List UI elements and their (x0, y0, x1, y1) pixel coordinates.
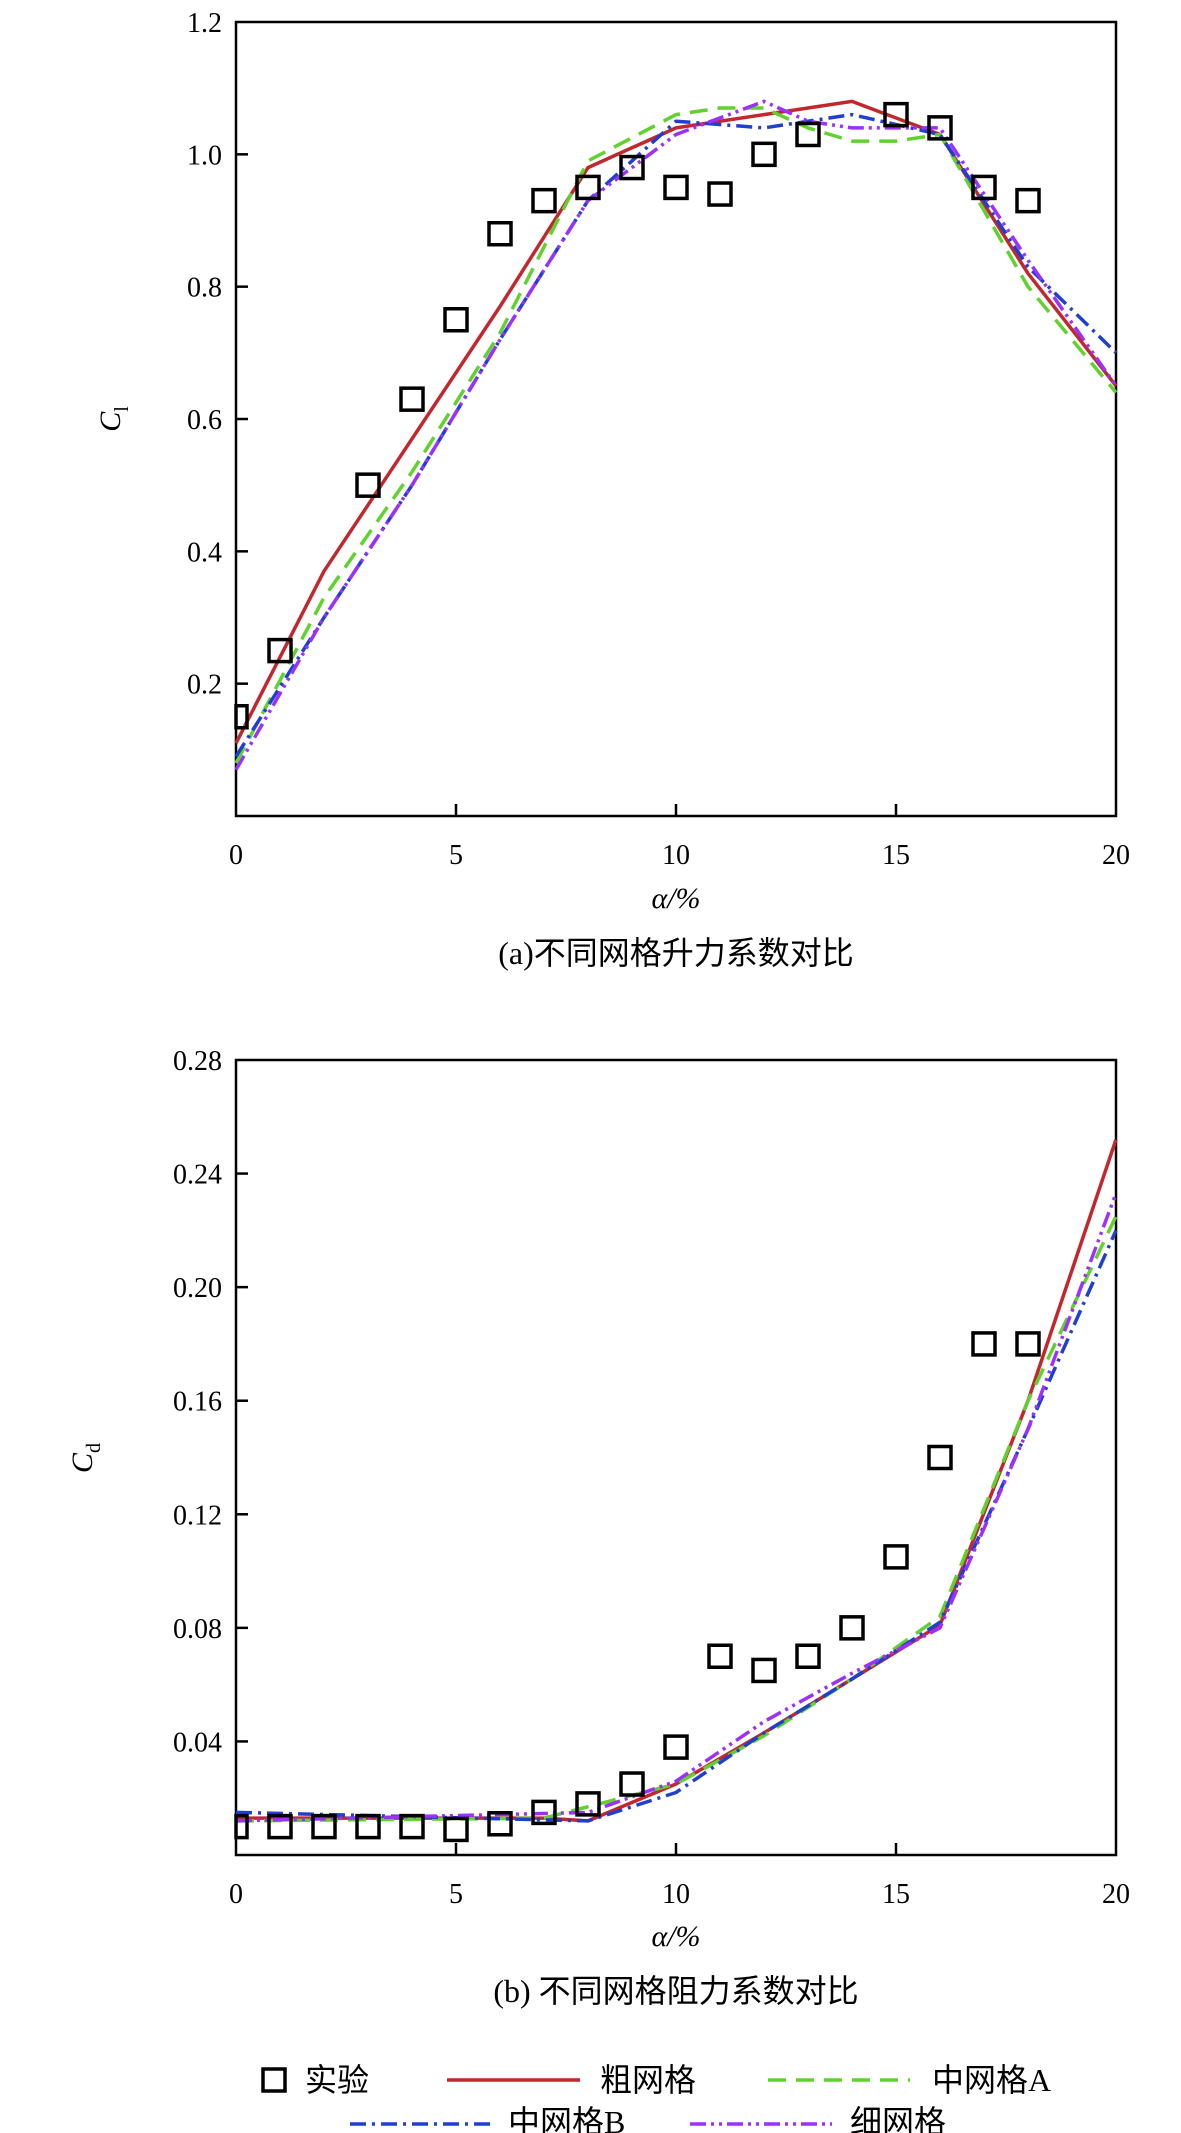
legend: 实验 粗网格 中网格A 中网格B 细网格 (261, 2062, 1051, 2133)
lift-x-tick-label: 15 (882, 840, 910, 871)
drag-experiment-point (883, 1544, 909, 1570)
drag-y-tick-label: 0.08 (173, 1614, 222, 1645)
legend-label: 细网格 (850, 2104, 946, 2133)
drag-experiment-point (487, 1811, 513, 1837)
drag-experiment-point (839, 1615, 865, 1641)
lift-plot-frame (234, 20, 1118, 818)
drag-experiment-point (1015, 1331, 1041, 1357)
drag-series-line-medium-a (235, 1215, 1118, 1823)
lift-experiment-point (399, 386, 425, 412)
drag-experiment-markers (234, 1331, 1041, 1843)
drag-y-tick-label: 0.04 (173, 1727, 222, 1758)
drag-series-line-coarse (236, 1138, 1118, 1823)
drag-y-tick-label: 0.12 (173, 1500, 222, 1531)
legend-label: 中网格A (932, 2062, 1051, 2098)
lift-experiment-point (883, 101, 909, 128)
lift-series (234, 99, 1118, 771)
lift-experiment-point (575, 174, 601, 201)
lift-experiment-point (1015, 187, 1041, 214)
legend-item-coarse: 粗网格 (447, 2062, 696, 2098)
legend-label: 粗网格 (600, 2062, 696, 2098)
drag-experiment-point (619, 1771, 645, 1797)
legend-item-medium-a: 中网格A (768, 2062, 1051, 2098)
drag-x-ticks: 0 5 10 15 20 (229, 1843, 1130, 1910)
lift-experiment-point (663, 174, 689, 201)
drag-experiment-point (531, 1799, 557, 1826)
drag-experiment-point (443, 1816, 469, 1843)
lift-experiment-point (795, 121, 821, 148)
legend-item-medium-b: 中网格B (350, 2104, 625, 2133)
drag-x-tick-label: 10 (662, 1879, 690, 1910)
drag-x-tick-label: 15 (882, 1879, 910, 1910)
lift-experiment-point (971, 174, 997, 201)
lift-y-tick-label: 0.4 (187, 537, 222, 568)
drag-experiment-point (927, 1444, 953, 1471)
lift-experiment-markers (234, 101, 1041, 730)
lift-chart: 0.2 0.4 0.6 0.8 1.0 1.2 0 5 10 15 20 Cl α/% (a)不同… (94, 8, 1130, 971)
drag-experiment-point (663, 1734, 689, 1760)
drag-y-ticks: 0.04 0.08 0.12 0.16 0.20 0.24 0.28 (173, 1046, 248, 1758)
legend-item-experiment: 实验 (261, 2062, 369, 2098)
lift-caption: (a)不同网格升力系数对比 (498, 935, 854, 971)
lift-experiment-point (619, 154, 645, 181)
drag-x-tick-label: 0 (229, 1879, 243, 1910)
legend-item-fine: 细网格 (690, 2104, 946, 2133)
lift-y-ticks: 0.2 0.4 0.6 0.8 1.0 1.2 (187, 8, 248, 701)
lift-experiment-point (751, 141, 777, 168)
lift-y-tick-label: 0.2 (187, 670, 222, 701)
lift-x-tick-label: 0 (229, 840, 243, 871)
drag-x-tick-label: 20 (1102, 1879, 1130, 1910)
lift-experiment-point (267, 637, 293, 664)
lift-y-tick-label: 0.8 (187, 273, 222, 304)
lift-y-tick-label: 1.0 (187, 140, 222, 171)
lift-experiment-point (355, 472, 381, 498)
lift-y-tick-label: 1.2 (187, 8, 222, 39)
lift-y-tick-label: 0.6 (187, 405, 222, 436)
drag-series (235, 1138, 1118, 1823)
lift-experiment-point (707, 181, 733, 207)
drag-chart: 0.04 0.08 0.12 0.16 0.20 0.24 0.28 0 5 10 15 20 Cd… (66, 1046, 1130, 2009)
drag-y-axis-label: Cd (66, 1443, 105, 1473)
drag-experiment-point (971, 1331, 997, 1357)
lift-experiment-point (443, 307, 469, 333)
lift-experiment-point (234, 704, 249, 730)
drag-y-tick-label: 0.20 (173, 1273, 222, 1304)
lift-x-ticks: 0 5 10 15 20 (229, 804, 1130, 871)
drag-experiment-point (795, 1643, 821, 1669)
lift-x-tick-label: 20 (1102, 840, 1130, 871)
drag-y-tick-label: 0.24 (173, 1160, 222, 1191)
drag-y-tick-label: 0.16 (173, 1387, 222, 1418)
lift-experiment-point (927, 115, 953, 141)
drag-experiment-point (399, 1813, 425, 1840)
legend-label: 中网格B (508, 2104, 625, 2133)
drag-x-tick-label: 5 (449, 1879, 463, 1910)
legend-label: 实验 (305, 2062, 369, 2098)
lift-series-line-medium-a (234, 106, 1118, 764)
lift-experiment-point (487, 220, 513, 247)
lift-x-tick-label: 5 (449, 840, 463, 871)
drag-series-line-fine (235, 1192, 1118, 1823)
drag-caption: (b) 不同网格阻力系数对比 (493, 1973, 858, 2009)
drag-experiment-point (751, 1657, 777, 1684)
lift-x-axis-label: α/% (651, 882, 700, 915)
legend-square-marker (261, 2067, 287, 2093)
drag-experiment-point (311, 1813, 337, 1840)
drag-y-tick-label: 0.28 (173, 1046, 222, 1077)
drag-experiment-point (355, 1813, 381, 1840)
lift-y-axis-label: Cl (94, 406, 133, 432)
lift-series-line-fine (234, 99, 1118, 771)
lift-experiment-point (531, 187, 557, 214)
drag-experiment-point (707, 1643, 733, 1669)
drag-experiment-point (575, 1791, 601, 1817)
drag-experiment-point (267, 1813, 293, 1840)
drag-x-axis-label: α/% (651, 1920, 700, 1953)
lift-x-tick-label: 10 (662, 840, 690, 871)
drag-experiment-point (234, 1813, 249, 1840)
